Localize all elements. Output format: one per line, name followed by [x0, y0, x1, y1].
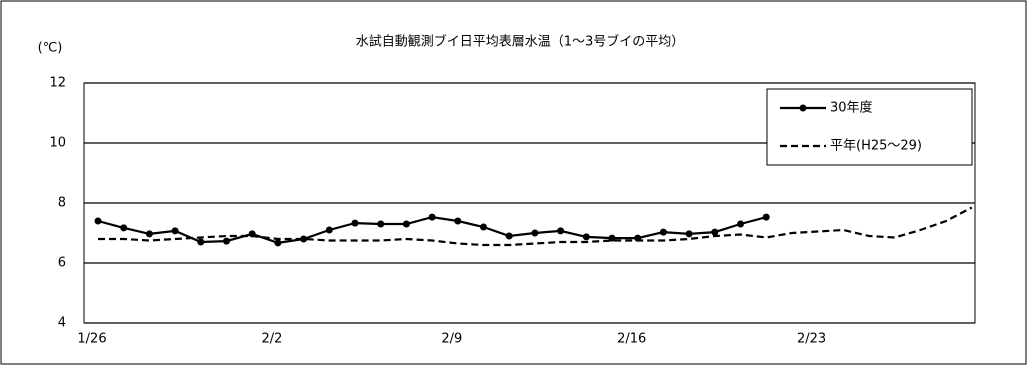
x-tick-label: 2/23	[797, 332, 826, 347]
point	[480, 223, 487, 231]
y-tick-label: 4	[58, 316, 66, 331]
point	[120, 224, 128, 232]
x-tick-label: 1/26	[77, 332, 106, 347]
y-axis-label: (℃)	[38, 41, 63, 56]
legend-label: 平年(H25～29)	[830, 139, 922, 154]
point	[659, 228, 667, 236]
series-line	[98, 206, 973, 247]
legend-box	[766, 88, 973, 166]
point	[300, 235, 308, 243]
point	[711, 228, 719, 236]
point	[531, 229, 539, 237]
point	[377, 220, 385, 228]
point	[351, 219, 359, 227]
y-tick-label: 12	[49, 76, 66, 91]
point	[762, 213, 770, 221]
point	[428, 213, 436, 221]
point	[582, 233, 590, 241]
point	[454, 217, 462, 225]
legend-label: 30年度	[830, 100, 873, 116]
x-tick-label: 2/2	[261, 332, 282, 347]
y-tick-label: 8	[58, 196, 66, 211]
point	[145, 230, 153, 238]
point	[402, 220, 410, 228]
point	[685, 230, 693, 238]
point	[557, 227, 565, 235]
point	[171, 227, 179, 235]
y-tick-label: 10	[49, 136, 66, 151]
x-tick-label: 2/16	[617, 332, 646, 347]
x-tick-label: 2/9	[441, 332, 462, 347]
point	[505, 232, 513, 240]
y-tick-label: 6	[58, 256, 66, 271]
point	[94, 217, 102, 225]
point	[737, 220, 744, 228]
chart-title: 水試自動観測ブイ日平均表層水温（1～3号ブイの平均）	[356, 34, 685, 50]
point	[223, 237, 230, 245]
point	[608, 234, 616, 242]
point	[197, 238, 205, 246]
plot-area	[83, 82, 976, 324]
point	[274, 239, 282, 247]
legend-marker	[799, 104, 807, 112]
point	[325, 226, 333, 234]
